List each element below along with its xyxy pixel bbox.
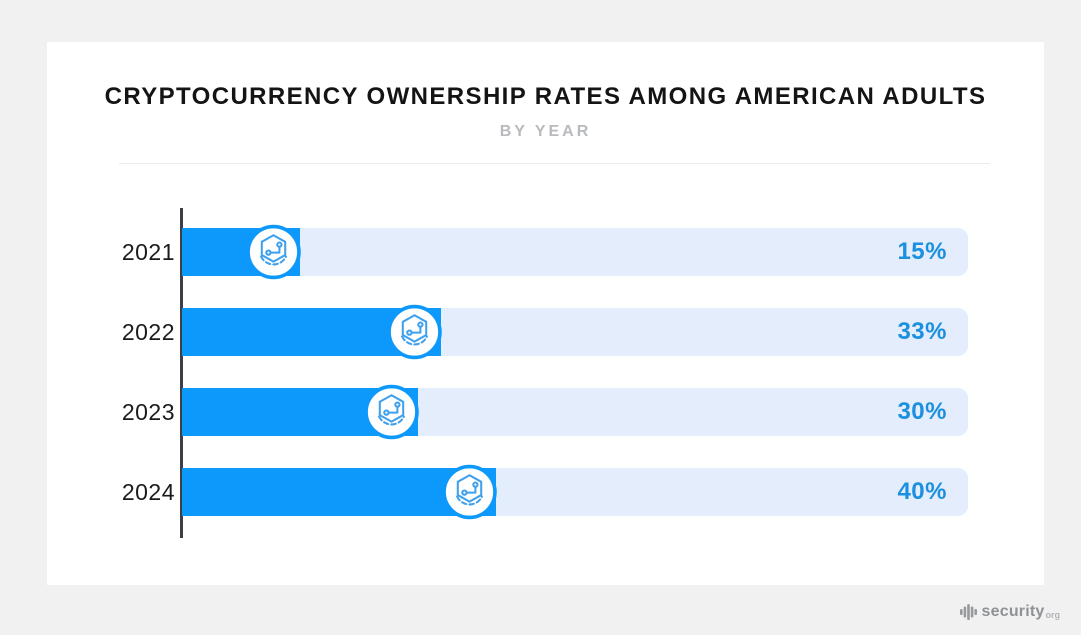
bar-rows: 2021 15% 2022 33% 2023 30% 2024 40% xyxy=(47,224,1044,548)
security-org-logo-suffix: org xyxy=(1045,610,1061,620)
chart-row: 2021 15% xyxy=(47,224,1044,280)
value-label: 33% xyxy=(897,318,947,345)
bar-fill xyxy=(182,304,443,360)
year-label: 2024 xyxy=(121,479,175,505)
value-label: 15% xyxy=(897,238,947,265)
bar-track: 40% xyxy=(182,464,968,520)
crypto-coin-icon xyxy=(441,464,498,521)
bar-fill xyxy=(182,384,419,440)
bar-track: 15% xyxy=(182,224,968,280)
security-org-logo: security org xyxy=(959,599,1061,625)
chart-title: CRYPTOCURRENCY OWNERSHIP RATES AMONG AME… xyxy=(104,83,987,110)
chart-card: CRYPTOCURRENCY OWNERSHIP RATES AMONG AME… xyxy=(47,42,1044,585)
security-org-logo-icon xyxy=(959,602,977,622)
chart-row: 2024 40% xyxy=(47,464,1044,520)
bar-track: 30% xyxy=(182,384,968,440)
bar-fill xyxy=(182,224,301,280)
year-label: 2021 xyxy=(121,239,175,265)
header-divider xyxy=(119,163,990,164)
y-axis-line xyxy=(180,208,183,538)
bar-fill xyxy=(182,464,498,520)
chart-row: 2022 33% xyxy=(47,304,1044,360)
chart-subtitle: BY YEAR xyxy=(499,123,592,140)
year-label: 2022 xyxy=(121,319,175,345)
year-label: 2023 xyxy=(121,399,175,425)
crypto-coin-icon xyxy=(386,304,443,361)
bar-track: 33% xyxy=(182,304,968,360)
value-label: 30% xyxy=(897,398,947,425)
crypto-coin-icon xyxy=(245,224,302,281)
value-label: 40% xyxy=(897,478,947,505)
security-org-logo-text: security xyxy=(981,603,1045,620)
bar-chart: 2021 15% 2022 33% 2023 30% 2024 40% xyxy=(47,42,1044,585)
crypto-coin-icon xyxy=(363,384,420,441)
chart-row: 2023 30% xyxy=(47,384,1044,440)
